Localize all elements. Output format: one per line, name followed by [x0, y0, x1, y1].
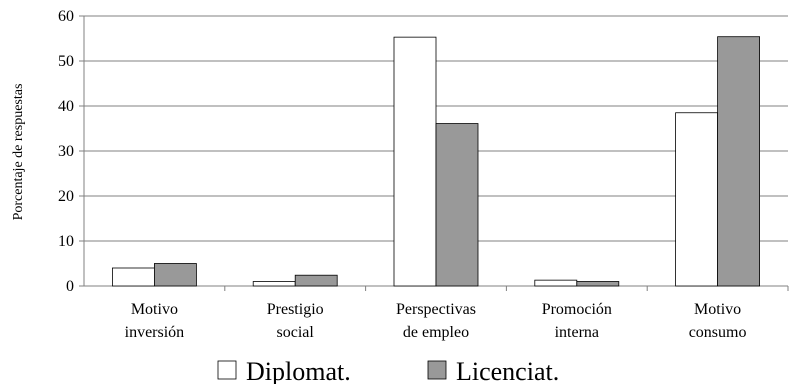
y-axis-label: Porcentaje de respuestas — [11, 84, 26, 221]
x-category-labels: Motivo inversión Prestigio social Perspectiv… — [125, 301, 747, 341]
y-tick-label: 60 — [58, 8, 74, 25]
legend-label: Diplomat. — [246, 357, 351, 384]
bar-licenciat-4 — [576, 281, 620, 287]
y-tick-label: 20 — [58, 188, 74, 205]
y-tick-labels: 0 10 20 30 40 50 60 — [58, 8, 74, 295]
legend-swatch — [217, 360, 237, 380]
x-category-label: consumo — [689, 324, 747, 341]
x-category-label: Perspectivas — [396, 301, 476, 318]
x-category-label: Promoción — [542, 301, 612, 318]
x-category-label: Motivo — [694, 301, 741, 318]
bar-diplomat-2 — [252, 281, 296, 287]
bar-diplomat-5 — [675, 112, 718, 287]
bar-diplomat-1 — [112, 267, 155, 287]
bar-licenciat-3 — [435, 123, 479, 287]
x-category-label: interna — [555, 324, 599, 341]
bar-licenciat-5 — [717, 36, 760, 287]
bars — [112, 36, 760, 287]
x-category-label: social — [277, 324, 315, 341]
bar-licenciat-2 — [294, 274, 338, 287]
x-category-label: Motivo — [131, 301, 178, 318]
y-tick-label: 50 — [58, 53, 74, 70]
y-tick-label: 0 — [66, 278, 74, 295]
legend-swatch — [427, 360, 447, 380]
legend-label: Licenciat. — [456, 357, 559, 384]
x-category-label: de empleo — [403, 324, 469, 341]
legend: Diplomat. Licenciat. — [217, 357, 559, 384]
x-category-label: Prestigio — [267, 301, 324, 318]
bar-licenciat-1 — [153, 263, 197, 287]
bar-diplomat-3 — [393, 36, 437, 287]
y-tick-label: 40 — [58, 98, 74, 115]
y-tick-label: 10 — [58, 233, 74, 250]
x-category-label: inversión — [125, 324, 185, 341]
bar-diplomat-4 — [534, 279, 578, 287]
y-tick-label: 30 — [58, 143, 74, 160]
